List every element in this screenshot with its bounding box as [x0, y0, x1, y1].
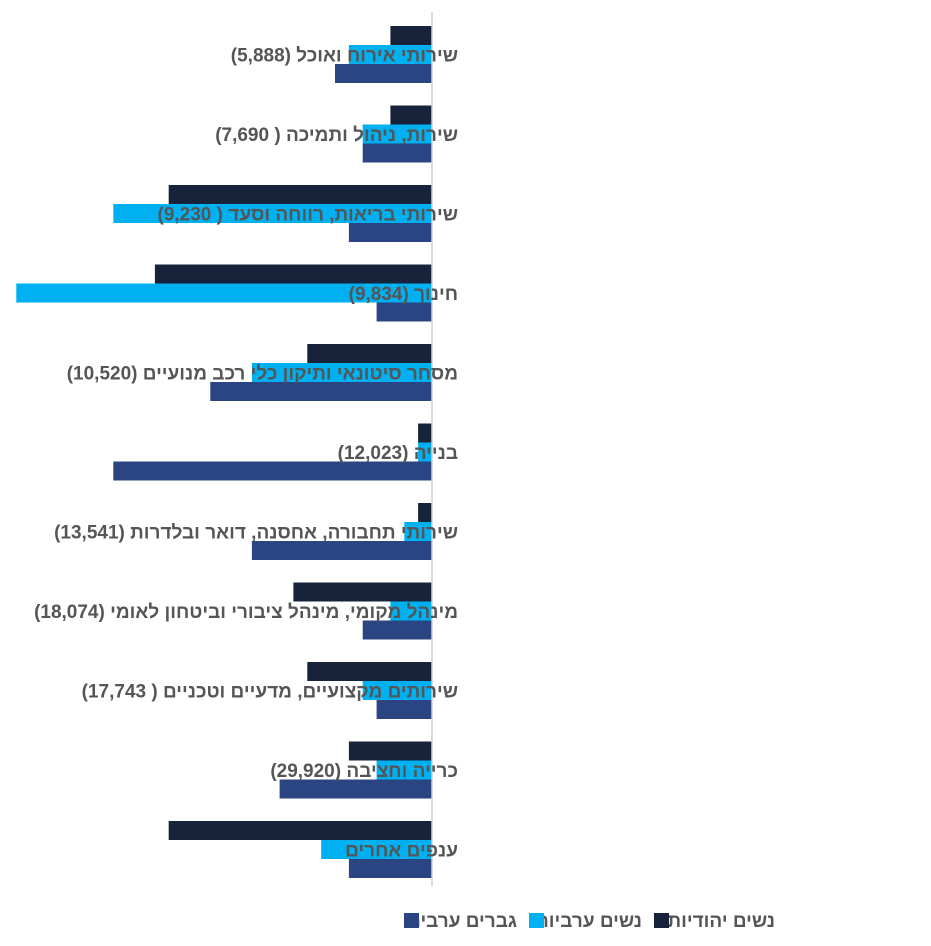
bar — [348, 741, 432, 761]
bars-layer — [16, 26, 433, 878]
legend-label: נשים יהודיות — [667, 911, 775, 932]
category-label: חינוך (9,834) — [349, 284, 458, 305]
category-label: כרייה וחציבה (29,920) — [270, 761, 458, 782]
category-label: שירותי בריאות, רווחה וסעד ( 9,230) — [158, 205, 459, 226]
bar — [390, 26, 432, 45]
category-label: שירותי אירוח ואוכל (5,888) — [231, 46, 458, 67]
category-label: שירותים מקצועיים, מדעיים וטכניים ( 17,74… — [82, 682, 458, 703]
legend-label: גברים ערבים — [407, 911, 517, 932]
bar — [168, 185, 432, 204]
bar — [348, 223, 432, 242]
bar — [251, 541, 432, 560]
bar — [348, 45, 432, 64]
legend-swatch — [654, 913, 669, 928]
bar — [418, 442, 432, 462]
bar — [362, 620, 432, 640]
bar — [113, 204, 433, 223]
bar — [154, 264, 432, 284]
bar — [321, 840, 432, 859]
bar — [390, 105, 432, 125]
bar — [279, 779, 432, 799]
category-label: מסחר סיטונאי ותיקון כלי רכב מנועיים (10,… — [67, 364, 458, 385]
category-label: שירות, ניהול ותמיכה ( 7,690) — [215, 125, 458, 146]
bar — [348, 859, 432, 878]
legend-label: נשים ערביות — [535, 911, 642, 932]
category-label: ענפים אחרים — [345, 841, 458, 862]
legend-swatch — [404, 913, 419, 928]
bar — [168, 821, 432, 840]
bar — [376, 760, 432, 780]
category-labels: שירותי אירוח ואוכל (5,888) שירות, ניהול ו… — [34, 46, 458, 862]
bar — [362, 681, 432, 700]
bar — [376, 302, 432, 322]
bar — [376, 700, 432, 719]
bar — [418, 423, 432, 443]
category-label: בנייה (12,023) — [338, 443, 458, 464]
bar — [390, 601, 432, 621]
bar — [210, 382, 432, 401]
bar — [293, 582, 432, 602]
category-label: מינהל מקומי, מינהל ציבורי וביטחון לאומי … — [34, 602, 458, 623]
bar — [335, 64, 432, 83]
bar — [307, 344, 432, 363]
bar — [113, 461, 433, 481]
legend: נשים יהודיות נשים ערביות גברים ערבים — [404, 911, 775, 932]
category-label: שירותי תחבורה, אחסנה, דואר ובלדרות (13,5… — [54, 523, 458, 544]
bar — [362, 124, 432, 144]
bar — [418, 503, 432, 522]
bar — [251, 363, 432, 382]
bar — [307, 662, 432, 681]
bar — [16, 283, 433, 303]
bar — [362, 143, 432, 163]
bar — [404, 522, 432, 541]
legend-swatch — [529, 913, 544, 928]
